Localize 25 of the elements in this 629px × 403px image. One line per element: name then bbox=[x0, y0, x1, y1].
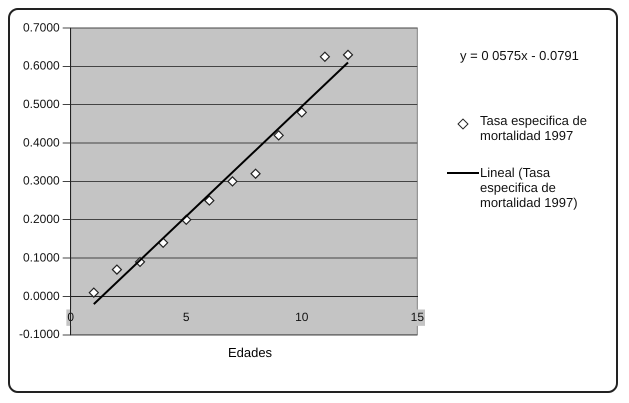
point bbox=[320, 52, 330, 62]
y-tick-label: 0.6000 bbox=[22, 58, 60, 73]
legend-label: Lineal (Tasa especifica de mortalidad 1997) bbox=[480, 165, 579, 210]
y-tick-label: 0.7000 bbox=[22, 20, 60, 34]
y-tick-label: 0.1000 bbox=[22, 250, 60, 264]
x-tick-label: 15 bbox=[410, 310, 424, 324]
point bbox=[112, 264, 122, 275]
y-tick-label: 0.5000 bbox=[22, 97, 60, 112]
y-tick-label: 0.0000 bbox=[22, 288, 60, 303]
x-axis-title: Edades bbox=[226, 345, 274, 360]
point bbox=[296, 107, 307, 118]
y-tick-label: 0.3000 bbox=[22, 174, 60, 188]
point bbox=[342, 50, 354, 60]
point bbox=[274, 130, 284, 140]
point bbox=[204, 195, 214, 206]
point bbox=[250, 168, 261, 179]
point bbox=[88, 288, 99, 298]
legend-label: Tasa especifica de mortalidad 1997 bbox=[480, 113, 588, 143]
y-tick-label: 0.2000 bbox=[22, 212, 60, 226]
y-tick-label: 0.4000 bbox=[22, 135, 60, 150]
text: y = 0 0575x - 0.0791 bbox=[459, 48, 580, 63]
point bbox=[227, 176, 238, 186]
x-tick-label: 10 bbox=[295, 310, 309, 324]
y-tick-label: -0.1000 bbox=[18, 327, 60, 342]
x-tick-label: 5 bbox=[182, 310, 190, 324]
